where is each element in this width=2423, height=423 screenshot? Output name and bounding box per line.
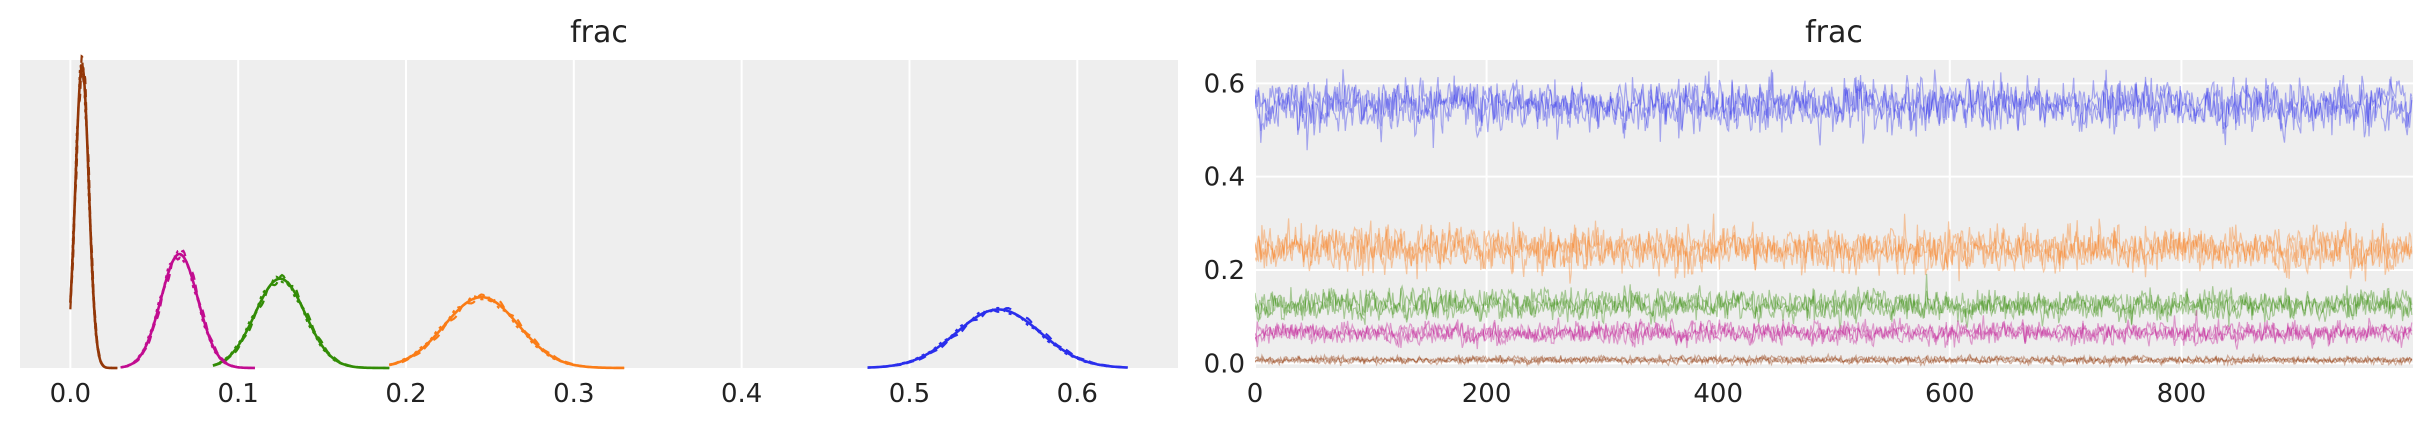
density-curve-chain-3 [212,275,390,369]
trace-line [1255,273,2413,328]
density-x-tick-label: 0.0 [50,379,91,409]
density-curve-chain-3 [120,249,255,369]
trace-y-tick-label: 0.2 [1204,256,1245,286]
density-x-tick-label: 0.4 [721,379,762,409]
density-x-tick-label: 0.6 [1057,379,1098,409]
trace-x-tick-label: 800 [2157,379,2207,409]
density-plot-area [20,60,1178,368]
density-title: frac [570,15,628,50]
density-curve-chain-2 [388,293,625,370]
density-curve-chain-3 [69,63,118,369]
trace-line [1255,310,2413,350]
trace-x-tick-label: 600 [1925,379,1975,409]
trace-lines [1255,69,2413,368]
trace-x-tick-label: 200 [1462,379,1512,409]
trace-x-tick-label: 0 [1247,379,1264,409]
trace-y-tick-label: 0.4 [1204,163,1245,193]
trace-line [1255,353,2413,367]
trace-line [1255,213,2413,279]
density-curve-chain-3 [867,306,1128,369]
trace-line [1255,69,2413,151]
trace-line [1255,69,2413,146]
trace-line [1255,317,2413,349]
trace-panel: 0 200 400 600 800 0.0 0.2 0.4 0.6 frac [1204,15,2413,409]
density-curve-chain-2 [867,306,1128,369]
trace-title: frac [1805,15,1863,50]
density-x-tick-label: 0.1 [217,379,258,409]
trace-y-tick-label: 0.0 [1204,349,1245,379]
posterior-density-panel: 0.0 0.1 0.2 0.3 0.4 0.5 0.6 frac [20,15,1178,409]
trace-plot-area [1255,60,2413,368]
trace-line [1255,218,2413,280]
density-x-tick-label: 0.3 [553,379,594,409]
trace-line [1255,353,2413,368]
trace-line [1255,220,2413,284]
trace-line [1255,285,2413,325]
trace-line [1255,69,2413,149]
trace-line [1255,315,2413,350]
trace-line [1255,285,2413,329]
trace-line [1255,352,2413,368]
trace-x-tick-label: 400 [1693,379,1743,409]
trace-y-tick-label: 0.6 [1204,69,1245,99]
density-x-tick-label: 0.2 [385,379,426,409]
density-x-tick-label: 0.5 [889,379,930,409]
